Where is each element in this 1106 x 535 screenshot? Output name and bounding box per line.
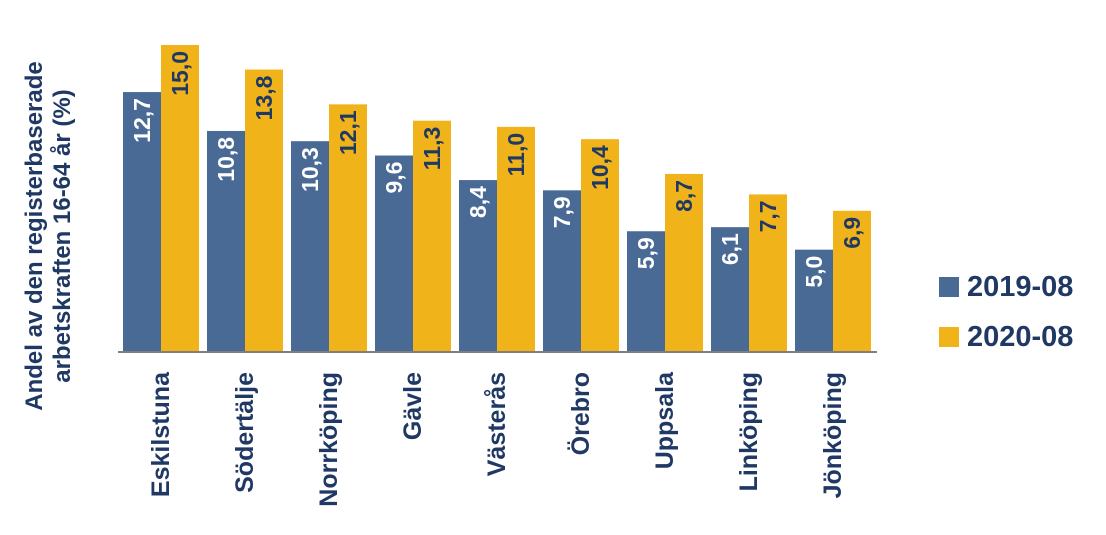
legend: 2019-08 2020-08 — [939, 271, 1073, 353]
category-label-Eskilstuna: Eskilstuna — [147, 371, 175, 497]
category-label-Gävle: Gävle — [399, 372, 427, 440]
data-label-2020-08-Jönköping: 6,9 — [839, 217, 865, 249]
category-label-Norrköping: Norrköping — [315, 372, 343, 507]
data-label-2019-08-Gävle: 9,6 — [381, 162, 407, 194]
category-label-Linköping: Linköping — [735, 372, 763, 491]
legend-swatch-2019-08 — [939, 277, 959, 297]
bar-2019-08-Örebro — [543, 190, 581, 352]
bar-2019-08-Uppsala — [627, 231, 665, 352]
data-label-2020-08-Linköping: 7,7 — [755, 200, 781, 232]
bar-2020-08-Västerås — [497, 126, 535, 352]
bar-2019-08-Jönköping — [795, 249, 833, 352]
legend-label-2020-08: 2020-08 — [967, 321, 1073, 353]
y-axis-label-line-2: arbetskraften 16-64 år (%) — [49, 89, 76, 382]
data-labels: 12,7 15,0 10,8 13,8 10,3 12,1 9,6 11,3 8,4 11,0 7,… — [129, 51, 865, 288]
bar-2019-08-Linköping — [711, 227, 749, 352]
data-label-2020-08-Västerås: 11,0 — [503, 133, 529, 177]
bar-2020-08-Eskilstuna — [161, 45, 199, 352]
bar-2020-08-Örebro — [581, 139, 619, 352]
data-label-2020-08-Eskilstuna: 15,0 — [167, 51, 193, 96]
data-label-2019-08-Jönköping: 5,0 — [801, 256, 827, 288]
data-label-2019-08-Uppsala: 5,9 — [633, 237, 659, 269]
data-label-2019-08-Örebro: 7,9 — [549, 196, 575, 228]
legend-label-2019-08: 2019-08 — [967, 271, 1073, 303]
data-label-2019-08-Linköping: 6,1 — [717, 233, 743, 265]
category-label-Jönköping: Jönköping — [819, 372, 847, 498]
bar-2019-08-Västerås — [459, 180, 497, 352]
bar-2019-08-Norrköping — [291, 141, 329, 352]
bar-2019-08-Södertälje — [207, 130, 245, 352]
data-label-2019-08-Eskilstuna: 12,7 — [129, 98, 155, 143]
category-label-Örebro: Örebro — [566, 372, 595, 455]
data-label-2019-08-Södertälje: 10,8 — [213, 137, 239, 182]
bars — [123, 45, 871, 352]
data-label-2020-08-Uppsala: 8,7 — [671, 180, 697, 212]
data-label-2020-08-Norrköping: 12,1 — [335, 110, 361, 155]
y-axis-label-line-1: Andel av den registerbaserade — [21, 61, 48, 410]
y-axis-label: Andel av den registerbaserade arbetskraf… — [21, 61, 76, 410]
bar-2020-08-Norrköping — [329, 104, 367, 352]
bar-2020-08-Södertälje — [245, 69, 283, 352]
data-label-2020-08-Örebro: 10,4 — [587, 145, 613, 190]
bar-2019-08-Gävle — [375, 155, 413, 352]
data-label-2020-08-Södertälje: 13,8 — [251, 75, 277, 120]
bar-2020-08-Linköping — [749, 194, 787, 352]
bar-2020-08-Jönköping — [833, 210, 871, 352]
data-label-2019-08-Västerås: 8,4 — [465, 186, 491, 218]
bar-2020-08-Gävle — [413, 120, 451, 352]
data-label-2019-08-Norrköping: 10,3 — [297, 147, 323, 192]
data-label-2020-08-Gävle: 11,3 — [419, 127, 445, 171]
legend-swatch-2020-08 — [939, 327, 959, 347]
bar-2019-08-Eskilstuna — [123, 92, 161, 352]
category-label-Västerås: Västerås — [483, 372, 511, 476]
svg-text:Andel av den registerbaserade: Andel av den registerbaserade — [21, 61, 48, 410]
category-label-Södertälje: Södertälje — [231, 372, 259, 493]
svg-text:arbetskraften 16-64 år (%): arbetskraften 16-64 år (%) — [49, 89, 76, 382]
category-labels: Eskilstuna Södertälje Norrköping Gävle Väste… — [147, 371, 847, 507]
category-label-Uppsala: Uppsala — [651, 371, 679, 469]
bar-2020-08-Uppsala — [665, 173, 703, 352]
